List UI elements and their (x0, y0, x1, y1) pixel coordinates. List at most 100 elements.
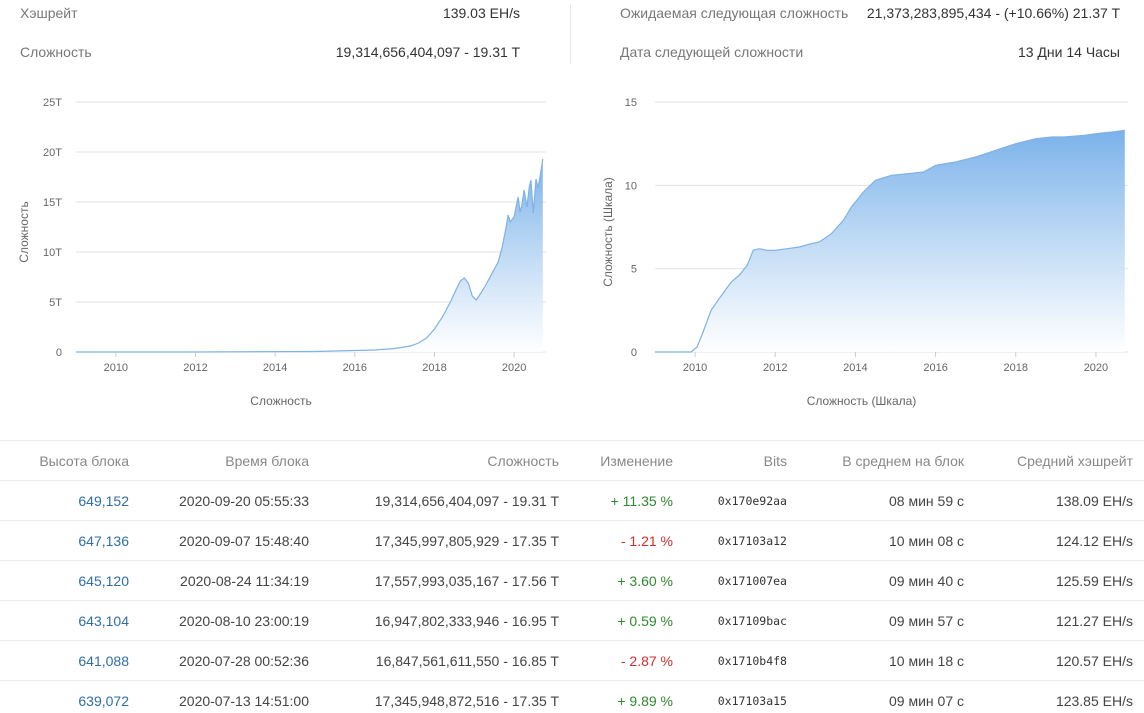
y-axis-title: Сложность (Шкала) (601, 177, 615, 287)
table-row: 649,152 2020-09-20 05:55:33 19,314,656,404… (0, 480, 1144, 521)
hashrate-value: 139.03 EH/s (442, 5, 520, 21)
difficulty-change: - 1.21 % (570, 520, 684, 561)
block-height-cell: 641,088 (0, 640, 140, 681)
avg-hashrate: 125.59 EH/s (975, 560, 1144, 601)
table-row: 647,136 2020-09-07 15:48:40 17,345,997,805… (0, 520, 1144, 561)
block-height-cell: 643,104 (0, 600, 140, 641)
y-tick-label: 15 (625, 97, 637, 109)
difficulty-change: + 11.35 % (570, 480, 684, 521)
difficulty-scale-chart-svg[interactable]: 0 5 10 15 2010 2012 2014 2016 2018 2020 Сложность … (580, 80, 1144, 420)
block-height-cell: 649,152 (0, 480, 140, 521)
y-tick-label: 5 (631, 264, 637, 276)
block-difficulty: 17,557,993,035,167 - 17.56 T (320, 560, 570, 601)
y-tick-label: 10 (625, 180, 637, 192)
header-bits[interactable]: Bits (684, 440, 798, 481)
x-tick-label: 2012 (763, 362, 787, 374)
block-time: 2020-08-10 23:00:19 (140, 600, 320, 641)
avg-block-time: 10 мин 08 с (798, 520, 975, 561)
x-tick-label: 2016 (343, 362, 367, 374)
table-row: 643,104 2020-08-10 23:00:19 16,947,802,333… (0, 600, 1144, 641)
avg-block-time: 09 мин 07 с (798, 680, 975, 713)
x-tick-label: 2010 (683, 362, 707, 374)
y-axis-title: Сложность (17, 201, 31, 262)
next-date-value: 13 Дни 14 Часы (1017, 44, 1120, 60)
block-difficulty: 17,345,948,872,516 - 17.35 T (320, 680, 570, 713)
header-change[interactable]: Изменение (570, 440, 684, 481)
x-tick-label: 2020 (502, 362, 526, 374)
y-tick-label: 20T (43, 147, 62, 159)
block-height-link[interactable]: 643,104 (78, 612, 129, 629)
y-tick-label: 0 (56, 347, 62, 359)
x-axis-title: Сложность (250, 394, 311, 408)
block-height-link[interactable]: 645,120 (78, 572, 129, 589)
header-block-height[interactable]: Высота блока (0, 440, 140, 481)
difficulty-history-table: Высота блока Время блока Сложность Измен… (0, 440, 1144, 713)
next-date-label: Дата следующей сложности (620, 44, 804, 60)
next-difficulty-label: Ожидаемая следующая сложность (620, 5, 849, 21)
block-bits: 0x171007ea (684, 560, 798, 601)
difficulty-chart[interactable]: 0 5T 10T 15T 20T 25T 2010 2012 2014 2016 2018 2020 С… (0, 80, 570, 420)
block-time: 2020-07-28 00:52:36 (140, 640, 320, 681)
block-bits: 0x1710b4f8 (684, 640, 798, 681)
avg-block-time: 09 мин 40 с (798, 560, 975, 601)
avg-hashrate: 124.12 EH/s (975, 520, 1144, 561)
x-tick-label: 2018 (1004, 362, 1028, 374)
x-tick-label: 2020 (1084, 362, 1108, 374)
avg-block-time: 09 мин 57 с (798, 600, 975, 641)
block-height-cell: 647,136 (0, 520, 140, 561)
y-tick-label: 5T (49, 297, 62, 309)
header-block-time[interactable]: Время блока (140, 440, 320, 481)
block-difficulty: 19,314,656,404,097 - 19.31 T (320, 480, 570, 521)
block-difficulty: 17,345,997,805,929 - 17.35 T (320, 520, 570, 561)
block-height-link[interactable]: 639,072 (78, 692, 129, 709)
series-area[interactable] (76, 159, 543, 352)
avg-block-time: 08 мин 59 с (798, 480, 975, 521)
y-tick-label: 10T (43, 247, 62, 259)
table-row: 641,088 2020-07-28 00:52:36 16,847,561,611… (0, 640, 1144, 681)
table-row: 645,120 2020-08-24 11:34:19 17,557,993,035… (0, 560, 1144, 601)
x-tick-label: 2016 (923, 362, 947, 374)
x-tick-label: 2014 (263, 362, 287, 374)
header-avg-hashrate[interactable]: Средний хэшрейт (975, 440, 1144, 481)
block-time: 2020-07-13 14:51:00 (140, 680, 320, 713)
x-axis-title: Сложность (Шкала) (807, 394, 917, 408)
block-bits: 0x17103a12 (684, 520, 798, 561)
block-bits: 0x17103a15 (684, 680, 798, 713)
difficulty-change: + 0.59 % (570, 600, 684, 641)
next-difficulty-value: 21,373,283,895,434 - (+10.66%) 21.37 T (866, 5, 1120, 21)
next-difficulty-row: Ожидаемая следующая сложность 21,373,283… (620, 1, 1120, 25)
difficulty-label: Сложность (20, 44, 92, 60)
avg-hashrate: 123.85 EH/s (975, 680, 1144, 713)
avg-block-time: 10 мин 18 с (798, 640, 975, 681)
block-height-link[interactable]: 647,136 (78, 532, 129, 549)
difficulty-row: Сложность 19,314,656,404,097 - 19.31 T (20, 40, 520, 64)
block-height-link[interactable]: 649,152 (78, 492, 129, 509)
difficulty-value: 19,314,656,404,097 - 19.31 T (335, 44, 520, 60)
y-tick-label: 0 (631, 347, 637, 359)
x-tick-label: 2014 (843, 362, 867, 374)
series-line[interactable] (76, 158, 544, 353)
x-tick-label: 2012 (183, 362, 207, 374)
header-difficulty[interactable]: Сложность (320, 440, 570, 481)
hashrate-row: Хэшрейт 139.03 EH/s (20, 1, 520, 25)
series-line[interactable] (655, 129, 1125, 353)
x-tick-label: 2018 (422, 362, 446, 374)
series-area[interactable] (655, 130, 1125, 352)
difficulty-change: + 9.89 % (570, 680, 684, 713)
header-avg-block[interactable]: В среднем на блок (798, 440, 975, 481)
x-tick-label: 2010 (104, 362, 128, 374)
stats-divider (570, 4, 571, 64)
block-difficulty: 16,847,561,611,550 - 16.85 T (320, 640, 570, 681)
block-difficulty: 16,947,802,333,946 - 16.95 T (320, 600, 570, 641)
table-row: 639,072 2020-07-13 14:51:00 17,345,948,872… (0, 680, 1144, 713)
block-height-link[interactable]: 641,088 (78, 652, 129, 669)
difficulty-change: - 2.87 % (570, 640, 684, 681)
avg-hashrate: 121.27 EH/s (975, 600, 1144, 641)
y-tick-label: 25T (43, 97, 62, 109)
difficulty-scale-chart[interactable]: 0 5 10 15 2010 2012 2014 2016 2018 2020 Сложность … (580, 80, 1144, 420)
table-header-row: Высота блока Время блока Сложность Измен… (0, 440, 1144, 481)
table-body: 649,152 2020-09-20 05:55:33 19,314,656,404… (0, 480, 1144, 713)
avg-hashrate: 138.09 EH/s (975, 480, 1144, 521)
difficulty-chart-svg[interactable]: 0 5T 10T 15T 20T 25T 2010 2012 2014 2016 2018 2020 С… (0, 80, 570, 420)
block-height-cell: 645,120 (0, 560, 140, 601)
